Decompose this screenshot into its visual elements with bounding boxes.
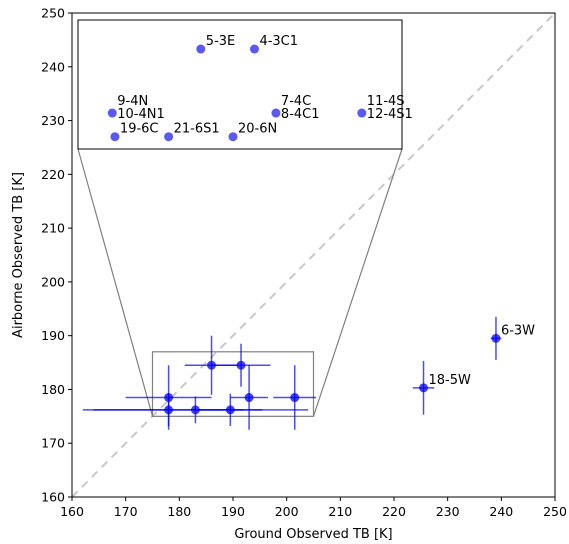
inset-point-0 [196,44,206,54]
inset-point-1 [249,44,259,54]
plot-frame [71,12,556,498]
y-tick-label-0: 160 [41,490,65,505]
y-tick-label-6: 220 [41,167,65,182]
point-label-8: 18-5W [429,373,472,388]
y-axis-label: Airborne Observed TB [K] [11,172,26,338]
x-tick-label-5: 210 [328,504,352,519]
inset-point-5 [110,132,120,142]
data-point-3 [207,360,217,370]
data-point-9 [491,333,501,343]
y-tick-label-4: 200 [41,274,65,289]
data-point-2 [190,405,200,415]
point-label-9: 6-3W [501,323,535,338]
inset-label-5: 19-6C [120,122,159,137]
y-tick-label-1: 170 [41,436,65,451]
inset-point-7 [228,132,238,142]
data-point-4 [225,405,235,415]
inset-point-2 [107,108,117,118]
x-tick-label-3: 190 [221,504,245,519]
inset-point-6 [164,132,174,142]
data-point-1 [164,405,174,415]
inset-label-0: 5-3E [206,34,235,49]
inset-point-4 [357,108,367,118]
y-tick-label-8: 240 [41,59,65,74]
zoom-rectangle [151,351,315,417]
inset-label-7: 20-6N [238,122,277,137]
inset-label-2-b: 10-4N1 [117,107,165,122]
inset-label-6: 21-6S1 [174,122,220,137]
data-point-8 [419,383,429,393]
data-point-6 [244,393,254,403]
y-tick-label-2: 180 [41,382,65,397]
x-tick-label-4: 200 [275,504,299,519]
zoom-connector-left [77,148,154,417]
inset-label-3-a: 7-4C [281,94,311,109]
y-tick-label-3: 190 [41,328,65,343]
data-point-7 [290,393,300,403]
x-tick-label-6: 220 [382,504,406,519]
y-tick-label-9: 250 [41,6,65,21]
zoom-connector-right [312,148,403,417]
x-tick-label-9: 250 [543,504,567,519]
y-tick-label-7: 230 [41,113,65,128]
x-tick-label-1: 170 [114,504,138,519]
inset-label-2-a: 9-4N [117,94,148,109]
inset-label-4-a: 11-4S [367,94,405,109]
inset-label-1: 4-3C1 [259,34,298,49]
inset-label-4-b: 12-4S1 [367,107,413,122]
y-tick-label-5: 210 [41,221,65,236]
data-point-0 [164,393,174,403]
x-tick-label-7: 230 [436,504,460,519]
data-point-5 [236,360,246,370]
x-tick-label-2: 180 [167,504,191,519]
inset-point-3 [271,108,281,118]
x-tick-label-0: 160 [60,504,84,519]
inset-box [77,19,403,150]
x-axis-label: Ground Observed TB [K] [234,527,392,542]
x-tick-label-8: 240 [489,504,513,519]
inset-label-3-b: 8-4C1 [281,107,320,122]
